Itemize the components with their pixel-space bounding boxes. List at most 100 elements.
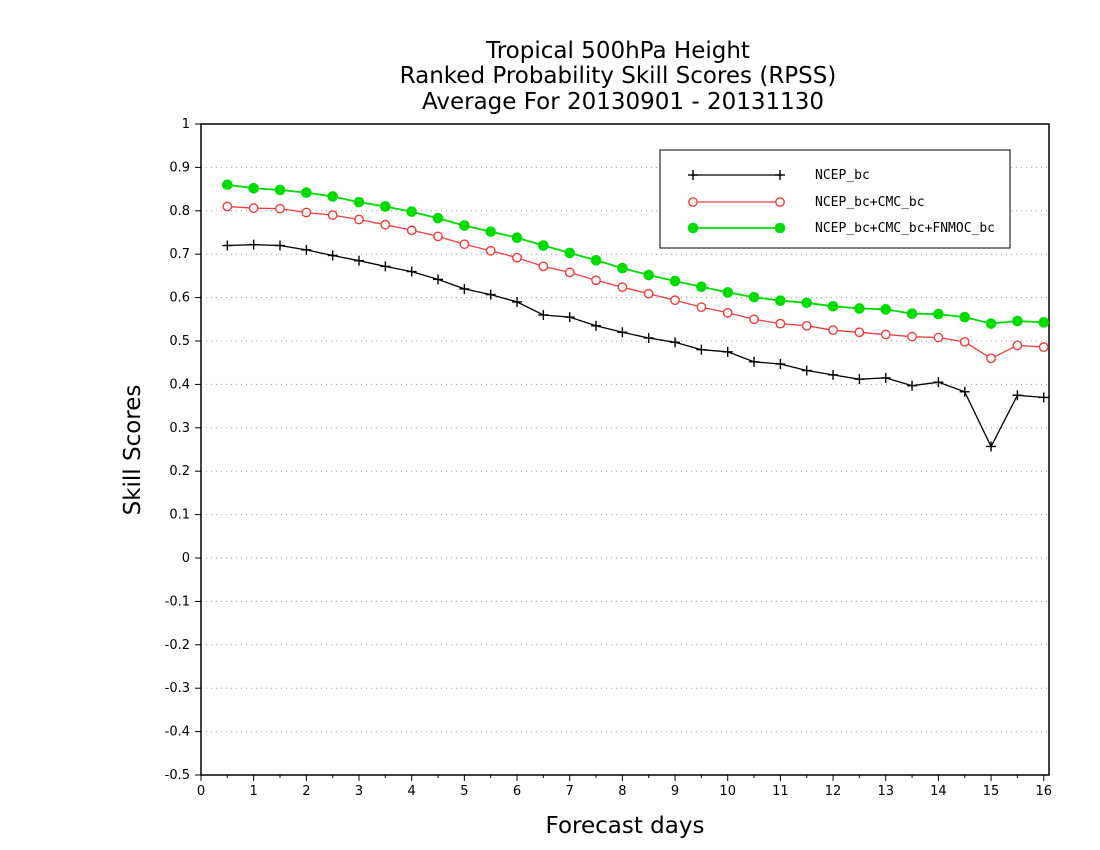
plot-frame <box>200 123 1050 776</box>
x-tick-label: 5 <box>460 784 468 799</box>
x-tick-label: 4 <box>408 784 416 799</box>
y-tick-label: 0.3 <box>169 421 190 436</box>
data-point <box>986 353 996 364</box>
data-point <box>933 308 944 320</box>
data-point <box>591 275 601 286</box>
data-point <box>248 239 259 250</box>
data-point <box>248 203 259 214</box>
data-point <box>1012 315 1023 327</box>
x-tick-label: 14 <box>930 784 947 799</box>
data-point <box>354 214 364 225</box>
data-point <box>617 282 628 293</box>
legend-entry: NCEP_bc+CMC_bc <box>688 195 925 210</box>
legend-marker <box>688 170 698 180</box>
data-point <box>301 244 312 255</box>
series-ncep-bc-cmc-bc <box>222 201 1049 364</box>
data-point <box>880 329 891 340</box>
data-point <box>564 247 575 259</box>
data-point <box>327 250 338 261</box>
y-tick-label: -0.1 <box>165 594 190 609</box>
data-point <box>959 311 971 323</box>
x-tick-label: 7 <box>566 784 574 799</box>
data-point <box>301 187 312 198</box>
y-tick-label: 0.9 <box>169 160 190 175</box>
data-point <box>222 179 233 191</box>
data-point <box>722 307 733 318</box>
data-point <box>959 336 970 347</box>
data-point <box>907 380 918 391</box>
legend-entry: NCEP_bc <box>688 168 870 183</box>
x-tick-label: 16 <box>1035 784 1052 799</box>
data-point <box>591 320 602 331</box>
y-axis-ticks: -0.5 -0.4 -0.3 -0.2 -0.1 0 0.1 0.2 0.3 0.4 0.5 0.6 0… <box>165 117 201 783</box>
data-point <box>222 240 233 251</box>
data-point <box>933 332 944 343</box>
data-point <box>485 226 496 237</box>
x-tick-label: 13 <box>877 784 894 799</box>
chart-title-line-1: Tropical 500hPa Height <box>485 38 750 64</box>
y-tick-label: -0.4 <box>165 725 190 740</box>
data-point <box>696 302 707 313</box>
data-point <box>801 365 812 376</box>
data-point <box>854 303 865 314</box>
data-point <box>906 308 918 319</box>
series-ncep-bc-cmc-bc-fnmoc-bc <box>222 179 1050 329</box>
y-tick-label: 1 <box>182 117 190 132</box>
data-point <box>907 331 917 342</box>
data-point <box>696 344 707 355</box>
x-tick-label: 6 <box>513 784 521 799</box>
y-tick-label: 0.2 <box>169 464 190 479</box>
data-point <box>828 325 838 336</box>
data-point <box>775 359 786 370</box>
x-tick-label: 1 <box>250 784 258 799</box>
data-point <box>722 346 733 357</box>
x-tick-label: 10 <box>719 784 736 799</box>
data-point <box>1012 390 1023 401</box>
data-point <box>854 327 865 338</box>
data-point <box>775 318 786 329</box>
data-point <box>459 283 470 294</box>
y-axis-title: Skill Scores <box>120 385 146 516</box>
data-point <box>590 254 602 266</box>
data-point <box>485 289 496 300</box>
data-point <box>854 374 865 385</box>
data-point <box>354 255 365 266</box>
data-point <box>538 309 549 320</box>
data-point <box>353 196 365 208</box>
data-point <box>617 327 628 338</box>
data-point <box>1038 392 1049 403</box>
y-tick-label: -0.2 <box>165 638 190 653</box>
data-point <box>380 201 391 212</box>
data-point <box>775 295 786 306</box>
legend-marker <box>774 222 786 234</box>
legend-box <box>659 149 1011 249</box>
x-axis-title: Forecast days <box>546 813 705 839</box>
x-tick-label: 2 <box>302 784 310 799</box>
y-tick-label: 0.8 <box>169 204 190 219</box>
data-point <box>696 281 707 293</box>
data-point <box>749 314 759 325</box>
chart-title-line-2: Ranked Probability Skill Scores (RPSS) <box>400 63 837 89</box>
data-point <box>248 182 259 194</box>
data-point <box>433 231 443 242</box>
legend-label: NCEP_bc <box>815 168 870 183</box>
y-tick-label: 0.6 <box>169 291 190 306</box>
data-point <box>933 377 944 388</box>
data-point <box>538 261 549 272</box>
data-point <box>670 295 680 306</box>
y-tick-label: -0.3 <box>165 681 190 696</box>
data-point <box>1038 342 1049 352</box>
data-point <box>275 203 285 214</box>
y-tick-label: 0.5 <box>169 334 190 349</box>
data-point <box>511 232 523 244</box>
data-point <box>880 304 892 315</box>
data-point <box>827 300 839 312</box>
x-tick-label: 11 <box>772 784 789 799</box>
series-ncep-bc <box>222 239 1049 452</box>
legend-marker <box>775 170 785 180</box>
y-tick-label: 0.4 <box>169 377 190 392</box>
data-point <box>433 274 444 285</box>
data-point <box>459 220 470 231</box>
chart-title-line-3: Average For 20130901 - 20131130 <box>422 89 824 115</box>
legend-entry: NCEP_bc+CMC_bc+FNMOC_bc <box>687 221 995 236</box>
